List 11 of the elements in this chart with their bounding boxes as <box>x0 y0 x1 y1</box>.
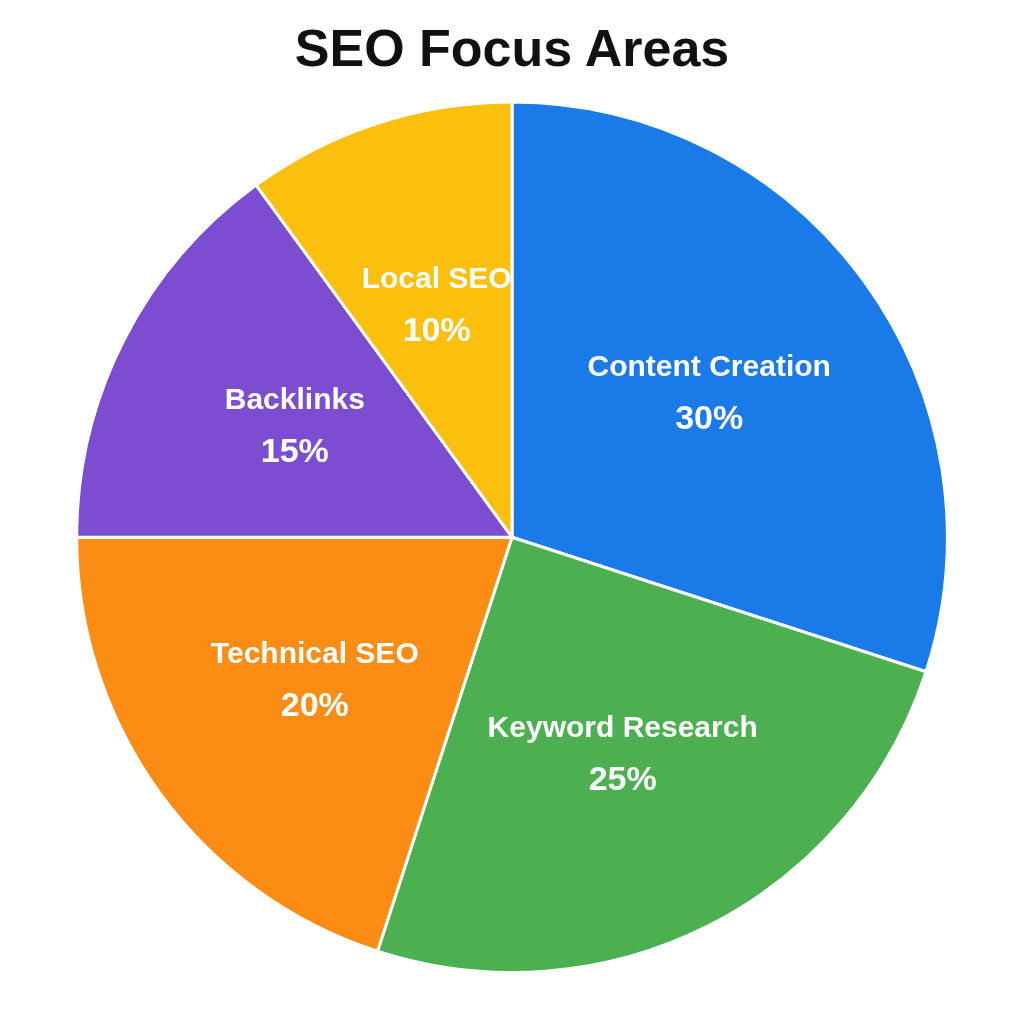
data-label: 20% <box>280 684 349 723</box>
slice-label: Local SEO <box>361 260 512 294</box>
slice-label: Backlinks <box>224 381 365 415</box>
data-label: 15% <box>260 430 329 469</box>
data-label: 10% <box>402 309 471 348</box>
data-label: 30% <box>675 398 744 437</box>
data-label: 25% <box>588 758 657 797</box>
chart-title: SEO Focus Areas <box>294 18 730 77</box>
slice-label: Keyword Research <box>487 709 758 743</box>
slice-label: Content Creation <box>587 349 831 383</box>
slice-label: Technical SEO <box>210 635 419 669</box>
